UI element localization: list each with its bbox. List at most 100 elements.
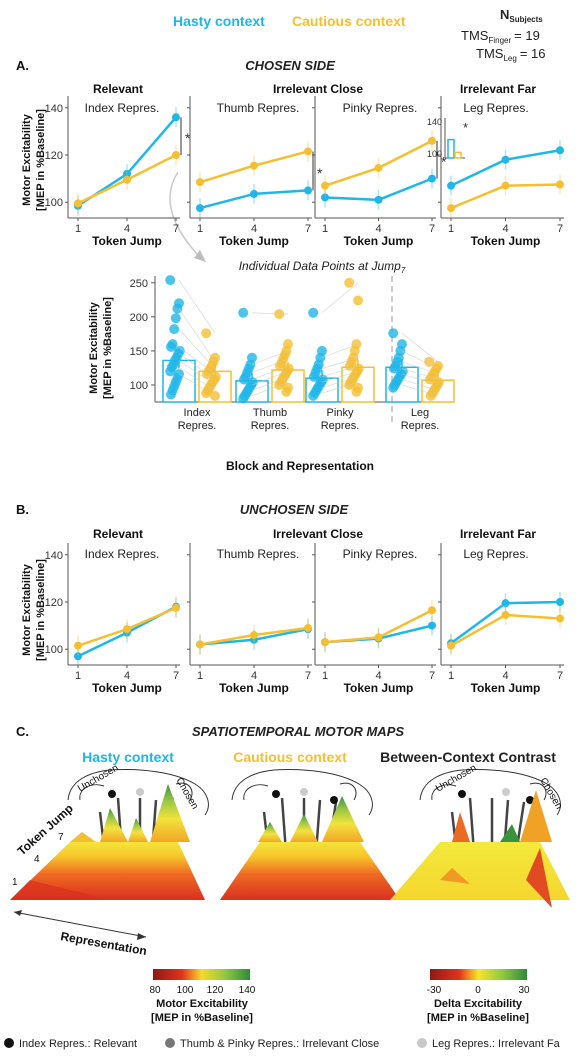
- pair-line: [178, 346, 216, 375]
- pair-line: [178, 353, 216, 380]
- data-point: [428, 136, 436, 145]
- data-point: [74, 199, 82, 208]
- pair-line: [401, 350, 439, 369]
- data-point: [304, 186, 312, 195]
- b-pinky-label: Pinky Repres.: [343, 547, 418, 561]
- pair-line: [321, 365, 359, 378]
- svg-text:7: 7: [58, 832, 64, 843]
- svg-text:100: 100: [177, 985, 194, 996]
- colorbar-delta: -30 0 30 Delta Excitability [MEP in %Bas…: [427, 969, 530, 1024]
- pair-line: [251, 371, 289, 386]
- x-tick-label: 7: [429, 670, 435, 682]
- inset-title: Individual Data Points at Jump7: [239, 259, 406, 275]
- data-point: [172, 603, 180, 612]
- x-axis-label: Token Jump: [344, 681, 414, 695]
- pair-line: [321, 381, 359, 394]
- x-axis-label: Token Jump: [471, 681, 541, 695]
- pair-line: [321, 357, 359, 369]
- inset-tick-label: 100: [427, 149, 442, 159]
- x-axis-label: Token Jump: [219, 681, 289, 695]
- individual-point: [238, 393, 249, 404]
- data-point: [428, 606, 436, 615]
- data-point: [196, 178, 204, 187]
- data-point: [196, 640, 204, 649]
- svg-text:[MEP in %Baseline]: [MEP in %Baseline]: [102, 297, 114, 399]
- individual-point: [424, 356, 435, 367]
- svg-text:Delta Excitability: Delta Excitability: [434, 998, 523, 1010]
- svg-text:140: 140: [239, 985, 256, 996]
- bar-category-label: Leg: [411, 407, 429, 419]
- x-tick-label: 1: [197, 670, 203, 682]
- inset-bar: [454, 151, 462, 159]
- data-point: [374, 163, 383, 172]
- a-ylabel: Motor Excitability [MEP in %Baseline]: [21, 109, 47, 211]
- line-panel-B-close-pinky: 1 4 7 Token Jump: [312, 543, 436, 695]
- b-close-title: Irrelevant Close: [273, 527, 363, 541]
- x-tick-label: 4: [124, 670, 130, 682]
- data-point: [447, 181, 455, 190]
- line-panels: 100 120 140 1 4 7 Token Jump * 1 4 7 Token Jump * 1 4 7…: [45, 96, 564, 695]
- b-far-title: Irrelevant Far: [460, 527, 536, 541]
- x-tick-label: 4: [375, 670, 381, 682]
- individual-point: [201, 388, 212, 399]
- data-point: [250, 161, 258, 170]
- y-tick-label: 120: [45, 150, 63, 162]
- bar-category-label: Pinky: [327, 407, 354, 419]
- svg-text:-30: -30: [427, 985, 442, 996]
- b-thumb-label: Thumb Repres.: [217, 547, 300, 561]
- footer-item-far: Leg Repres.: Irrelevant Fa: [432, 1038, 561, 1050]
- bar-category-label: Thumb: [253, 407, 287, 419]
- pair-line: [178, 279, 216, 334]
- b-relevant-title: Relevant: [93, 527, 143, 541]
- bar-category-label: Repres.: [401, 420, 440, 432]
- colorbar-excitability: 80 100 120 140 Motor Excitability [MEP i…: [149, 969, 256, 1024]
- bar-panel: 100150200250IndexRepres.ThumbRepres.Pink…: [130, 275, 455, 432]
- line-panel-A-close-pinky: 1 4 7 Token Jump *: [312, 96, 447, 248]
- data-point: [501, 610, 510, 619]
- pair-line: [178, 360, 216, 386]
- data-point: [172, 151, 180, 159]
- x-tick-label: 4: [502, 223, 508, 235]
- section-a-letter: A.: [16, 58, 29, 73]
- svg-text:[MEP in %Baseline]: [MEP in %Baseline]: [35, 559, 47, 661]
- inset-sig-star: *: [463, 120, 468, 135]
- bar-y-tick-label: 250: [130, 278, 148, 290]
- svg-text:0: 0: [475, 985, 481, 996]
- data-point: [123, 169, 131, 178]
- data-point: [196, 204, 204, 213]
- data-point: [374, 195, 383, 204]
- data-point: [172, 113, 180, 122]
- x-axis-label: Token Jump: [92, 234, 162, 248]
- a-far-title: Irrelevant Far: [460, 82, 536, 96]
- pair-line: [178, 366, 216, 391]
- data-point: [428, 621, 436, 630]
- x-axis-label: Token Jump: [92, 681, 162, 695]
- map-title-contrast: Between-Context Contrast: [380, 749, 556, 765]
- tms-finger: TMSFinger = 19: [461, 28, 540, 45]
- a-close-title: Irrelevant Close: [273, 82, 363, 96]
- svg-text:30: 30: [518, 985, 530, 996]
- pair-line: [401, 379, 439, 391]
- bar-category-label: Index: [184, 407, 211, 419]
- svg-text:Chosen: Chosen: [173, 776, 200, 811]
- connector-arrow: [169, 171, 199, 256]
- pair-line: [401, 368, 439, 380]
- x-axis-label: Token Jump: [344, 234, 414, 248]
- individual-point: [274, 379, 285, 390]
- svg-text:1: 1: [12, 877, 18, 888]
- individual-point: [425, 390, 436, 401]
- x-tick-label: 1: [75, 223, 81, 235]
- pair-line: [401, 361, 439, 375]
- data-point: [123, 625, 131, 634]
- x-axis-label: Token Jump: [219, 234, 289, 248]
- data-point: [374, 633, 383, 642]
- line-panel-A-relevant-index: 100 120 140 1 4 7 Token Jump *: [45, 96, 191, 248]
- svg-text:[MEP in %Baseline]: [MEP in %Baseline]: [35, 109, 47, 211]
- pair-line: [251, 365, 289, 380]
- individual-point: [308, 390, 319, 401]
- data-point: [556, 598, 564, 606]
- svg-text:[MEP in %Baseline]: [MEP in %Baseline]: [427, 1012, 529, 1024]
- footer-dot-close: [165, 1038, 175, 1048]
- bar-xlabel: Block and Representation: [226, 459, 374, 473]
